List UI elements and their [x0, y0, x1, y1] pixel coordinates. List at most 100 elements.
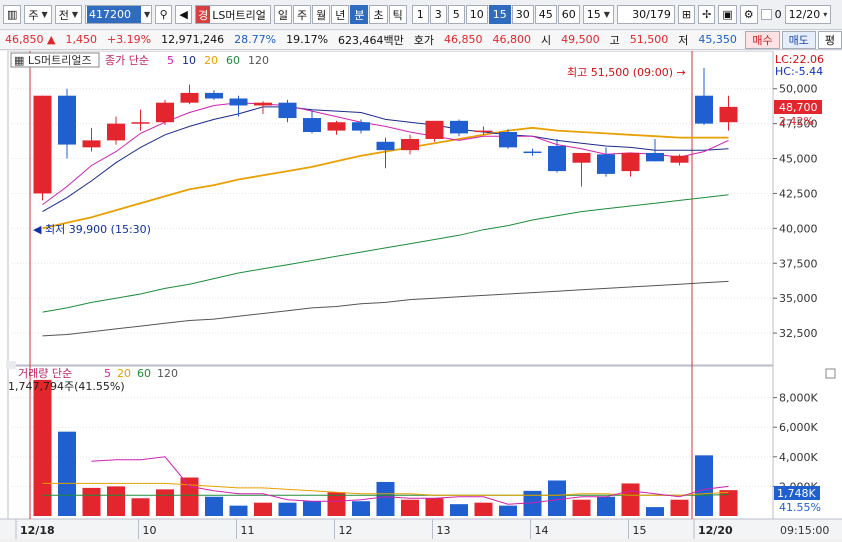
grid-icon[interactable]: ⊞ [677, 5, 696, 24]
time-tick-label: 10 [143, 524, 157, 537]
volume-bar [376, 481, 395, 516]
volume-bar [401, 499, 419, 516]
high-annotation: 최고 51,500 (09:00) → [567, 66, 686, 79]
candle-body [499, 132, 517, 148]
ask-price-2: 46,800 [492, 33, 532, 46]
candle-body [548, 145, 566, 172]
volume-bar [278, 502, 297, 516]
search-icon[interactable]: ⚲ [155, 5, 173, 24]
buy-button[interactable]: 매수 [745, 30, 780, 49]
layout-icon[interactable]: ▥ [3, 5, 22, 24]
candle-body [229, 98, 248, 106]
stock-name-field[interactable]: 경 LS머트리얼 [195, 5, 271, 24]
time-tick-label: 11 [241, 524, 255, 537]
volume-bar [254, 502, 272, 516]
candle-body [352, 122, 370, 131]
market-select[interactable]: 주 ▼ [24, 5, 52, 24]
evaluation-button[interactable]: 평 [817, 30, 842, 49]
ma60-line [42, 194, 729, 313]
interval-button-45[interactable]: 45 [534, 5, 557, 24]
candlestick-chart[interactable]: 32,500 35,000 37,500 40,000 42,500 45,000 47,5… [0, 50, 842, 539]
candle-body [278, 102, 297, 119]
candle-body [695, 95, 713, 124]
current-pct-label: 2.42% [779, 115, 814, 128]
candle-body [401, 138, 419, 151]
volume-bar [499, 505, 517, 516]
price-type-select[interactable]: 전 ▼ [54, 5, 82, 24]
time-tick-label: 15 [633, 524, 647, 537]
ma-legend-period: 10 [182, 54, 196, 67]
volume-bar [523, 490, 542, 516]
time-tick-label: 14 [535, 524, 549, 537]
low-annotation: ◀ 최저 39,900 (15:30) [33, 223, 151, 236]
candle-body [156, 102, 174, 123]
interval-button-30[interactable]: 30 [511, 5, 534, 24]
volume-bar [352, 501, 370, 516]
period-button-주[interactable]: 주 [292, 5, 312, 24]
period-button-초[interactable]: 초 [369, 5, 388, 24]
chevron-down-icon: ▼ [603, 10, 610, 19]
open-label: 시 [541, 33, 552, 47]
interval-button-3[interactable]: 3 [429, 5, 447, 24]
save-icon[interactable]: ▣ [718, 5, 737, 24]
interval-button-10[interactable]: 10 [465, 5, 488, 24]
time-tick-label: 12/20 [698, 524, 733, 537]
candle-body [58, 95, 76, 145]
volume-bar [205, 496, 223, 516]
stock-code-input[interactable] [86, 6, 141, 23]
volume-bar [450, 504, 468, 516]
sell-button[interactable]: 매도 [781, 30, 816, 49]
interval-button-15[interactable]: 15 [488, 5, 511, 24]
page-counter-field[interactable]: 30/179 [616, 5, 675, 24]
candle-body [572, 152, 591, 163]
low-label: 저 [678, 33, 689, 47]
candle-body [205, 92, 223, 99]
ma120-line [42, 280, 729, 337]
interval-select[interactable]: 15 ▼ [582, 5, 614, 24]
turnover-pct: 28.77% [234, 33, 277, 46]
pane-splitter [6, 361, 16, 369]
current-price-label: 48,700 [779, 101, 818, 114]
volume-bar [229, 505, 248, 516]
period-button-틱[interactable]: 틱 [388, 5, 407, 24]
stock-code-field[interactable]: ▼ [84, 5, 153, 24]
candle-body [474, 130, 493, 133]
price-tick-label: 50,000 [779, 83, 818, 96]
time-tick-label: 12/18 [20, 524, 55, 537]
period-button-분[interactable]: 분 [350, 5, 369, 24]
period-button-월[interactable]: 월 [312, 5, 331, 24]
time-label: 09:15:00 [780, 524, 829, 537]
interval-button-1[interactable]: 1 [411, 5, 429, 24]
ma-legend-period: 120 [248, 54, 269, 67]
chevron-down-icon[interactable]: ▼ [143, 10, 151, 19]
date-checkbox[interactable] [760, 9, 772, 20]
pane-expand-button [825, 368, 836, 379]
trade-volume: 12,971,246 [161, 33, 225, 46]
candle-body [254, 102, 272, 106]
candle-body [180, 92, 199, 103]
speaker-icon[interactable]: ◀ [175, 5, 193, 24]
candle-body [670, 155, 689, 163]
chart-area[interactable]: 32,500 35,000 37,500 40,000 42,500 45,000 47,5… [0, 50, 842, 539]
ma5-line [42, 102, 729, 206]
volume-bar [719, 490, 738, 516]
period-button-일[interactable]: 일 [273, 5, 292, 24]
settings-icon[interactable]: ⚙ [739, 5, 758, 24]
volume-ma-period: 120 [157, 367, 178, 380]
volume-tick-label: 4,000K [779, 451, 818, 464]
price-tick-label: 45,000 [779, 153, 818, 166]
date-field[interactable]: 12/20 ▾ [784, 5, 832, 24]
calendar-icon: ▾ [823, 10, 828, 19]
interval-button-60[interactable]: 60 [557, 5, 580, 24]
time-tick-label: 12 [339, 524, 353, 537]
crosshair-icon[interactable]: ✢ [698, 5, 716, 24]
interval-button-5[interactable]: 5 [447, 5, 465, 24]
price-tick-label: 37,500 [779, 257, 818, 270]
period-button-년[interactable]: 년 [331, 5, 350, 24]
volume-bar [156, 489, 174, 516]
up-arrow-icon: ▲ [47, 33, 56, 46]
candle-body [376, 141, 395, 151]
current-volume-label: 1,748K [777, 487, 816, 500]
open-price: 49,500 [561, 33, 600, 46]
volume-bar [82, 487, 101, 516]
